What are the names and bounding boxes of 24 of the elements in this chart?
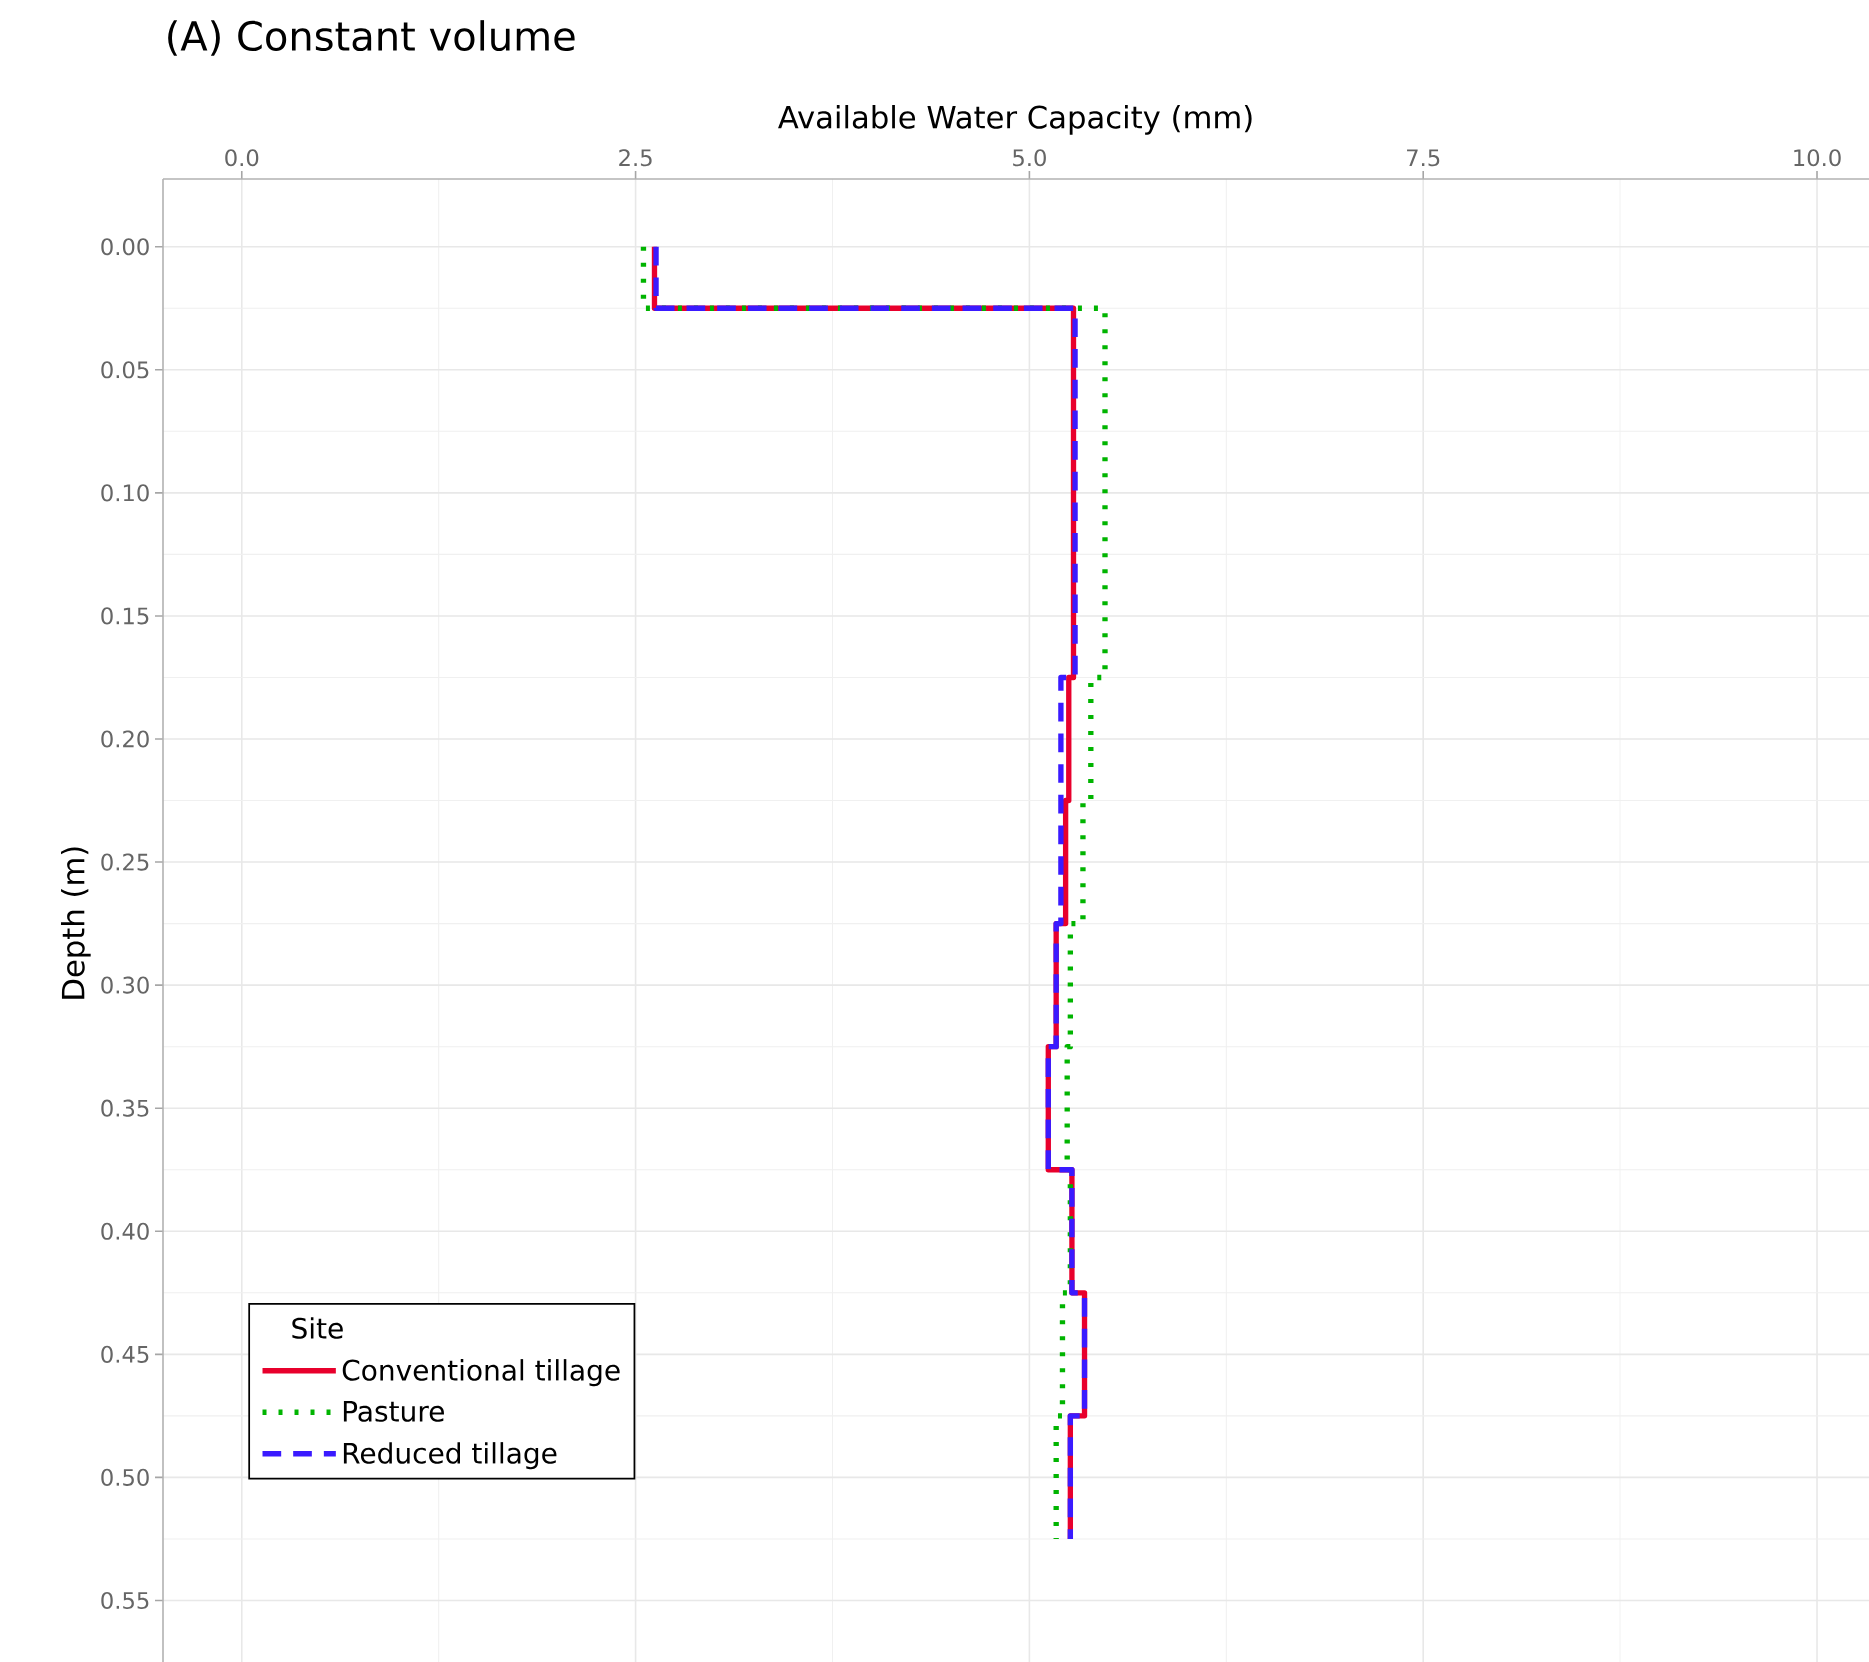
y-axis-title: Depth (m) [60,847,91,999]
y-tick-label: 0.45 [101,1345,149,1363]
legend-title: Site [292,1317,343,1339]
y-tick-label: 0.40 [101,1222,149,1240]
legend-label: Conventional tillage [342,1359,620,1387]
y-tick-label: 0.15 [101,607,149,625]
chart-title: (A) Constant volume [168,20,575,56]
x-tick-label: 10.0 [1794,149,1841,167]
x-axis-title: Available Water Capacity (mm) [778,105,1252,135]
legend-label: Pasture [343,1401,444,1422]
x-tick-label: 5.0 [1013,149,1046,167]
y-tick-label: 0.05 [101,361,149,379]
y-tick-label: 0.55 [101,1591,149,1610]
y-tick-label: 0.25 [101,853,149,871]
legend-label: Reduced tillage [343,1442,557,1470]
y-tick-label: 0.30 [101,976,149,994]
y-tick-label: 0.35 [101,1099,149,1117]
y-tick-label: 0.50 [101,1468,149,1486]
y-tick-label: 0.20 [101,730,149,748]
x-tick-label: 0.0 [225,149,259,167]
y-tick-label: 0.10 [101,484,149,502]
y-tick-label: 0.00 [101,238,149,256]
x-tick-label: 7.5 [1407,149,1440,167]
x-tick-label: 2.5 [619,149,652,167]
